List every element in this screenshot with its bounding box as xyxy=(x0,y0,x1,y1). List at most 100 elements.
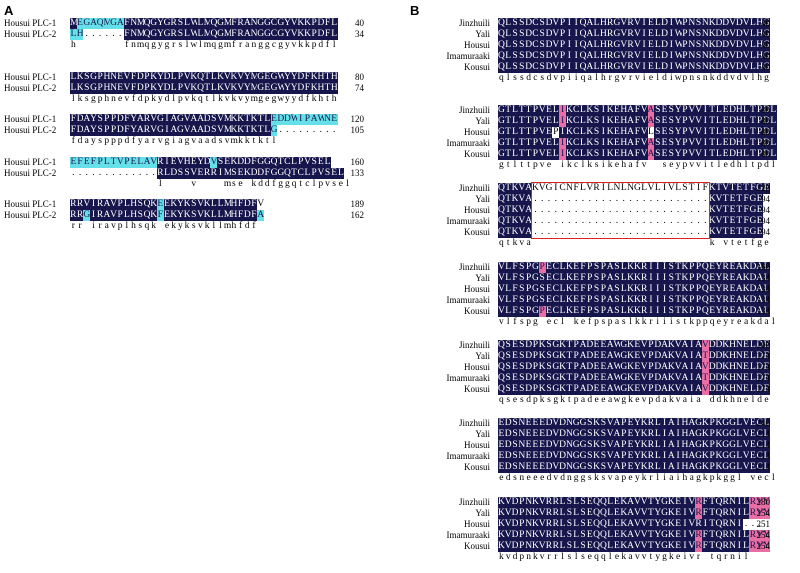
sequence-name: Imamuraaki xyxy=(446,451,490,461)
sequence-residues: LKSGPHNEVFDPKYDLPVKQTLKVKVYMGEGWYYDFKHTH xyxy=(70,83,338,94)
sequence-name: Imamuraaki xyxy=(446,530,490,540)
sequence-residues: KVDPNKVRRLSLSEQQLEKAVVTYGKE I VRFTQRN I LRVY xyxy=(498,541,770,552)
consensus-line: f d a y s p p p d f y a r v g i a g v a a d s vmk k t k t l xyxy=(71,136,276,146)
sequence-residues: QLS SDCSDVP I I QALHRGVRV I ELD I WPNSNKDDVDVLHG xyxy=(498,51,770,62)
sequence-name: Housui xyxy=(463,362,490,372)
residue-count: 80 xyxy=(761,105,770,115)
sequence-name: Housui xyxy=(463,284,490,294)
residue-count: 80 xyxy=(761,138,770,148)
sequence-name: Kousui xyxy=(463,227,490,237)
residue-count: 94 xyxy=(761,205,770,215)
sequence-residues: QTKVA.......................... KVTETFGE xyxy=(498,194,764,205)
consensus-line: h f nmq g y g r s l w l mq gmf r a n g g c g y v k k p d f l xyxy=(70,40,336,50)
sequence-name: Imamuraaki xyxy=(446,51,490,61)
sequence-residues: KVDPNKVRRLSLSEQQLEKAVVTYGKE I VRFTQRN I LRVY xyxy=(498,497,770,508)
residue-count: 40 xyxy=(761,18,770,28)
sequence-name: Kousui xyxy=(463,149,490,159)
consensus-line: l k s g p h n e v f d p k y d l p v k q t l k v k v ymg e gwy y d f k h t h xyxy=(72,94,337,104)
residue-count: 174 xyxy=(756,384,771,394)
residue-count: 34 xyxy=(355,29,364,39)
sequence-name: Jinzhuili xyxy=(459,183,490,193)
sequence-name: Imamuraaki xyxy=(446,216,490,226)
residue-count: 94 xyxy=(761,194,770,204)
sequence-name: Yali xyxy=(475,508,490,518)
residue-count: 174 xyxy=(756,351,771,361)
sequence-residues: ............. RLDSSVERR I MSEKDDFGGQTCLPVSE… xyxy=(70,168,345,179)
sequence-name: Housui PLC-2 xyxy=(4,125,57,135)
sequence-residues: QTKVA.......................... KVTETFGE xyxy=(498,227,764,238)
residue-count: 120 xyxy=(350,114,365,124)
sequence-name: Yali xyxy=(475,116,490,126)
consensus-line: q l s s d c s d v p i i q a l h r g v r v i e l d i wp n s n k d d v d v l h g xyxy=(499,73,769,83)
sequence-residues: GTLTTPVEP I KCLKS I KEHAFVLSESYPVV I TLEDHLTPD… xyxy=(498,127,777,138)
sequence-name: Housui PLC-1 xyxy=(4,18,57,28)
sequence-residues: KVDPNKVRRLSLSEQQLEKAVVTYGKE I VR I TQRN I... xyxy=(498,519,764,530)
sequence-name: Housui PLC-2 xyxy=(4,168,57,178)
sequence-residues: QTKVAKVG I CNFLVR I LNLNGLVL I VLST I FKTVTETFGE xyxy=(498,183,770,194)
residue-count: 251 xyxy=(756,519,771,529)
sequence-residues: RRG I RAVPLHSQKFEKYKSVKLLMHFDFA xyxy=(70,210,265,221)
residue-count: 40 xyxy=(761,40,770,50)
sequence-name: Jinzhuili xyxy=(459,418,490,428)
residue-count: 160 xyxy=(756,262,771,272)
sequence-name: Housui PLC-2 xyxy=(4,210,57,220)
sequence-name: Imamuraaki xyxy=(446,138,490,148)
sequence-residues: QSESDPKSGKTPADEEAWGKEVPDAKVA I AVDDKHNELDE xyxy=(498,362,770,373)
sequence-name: Housui xyxy=(463,205,490,215)
residue-count: 40 xyxy=(355,18,364,28)
panel-b-label: B xyxy=(410,3,420,18)
sequence-name: Jinzhuili xyxy=(459,105,490,115)
residue-count: 40 xyxy=(761,29,770,39)
sequence-residues: QSESDPKSGKTPADEEAWGKEVPDAKVA I ATDDKHNELDE xyxy=(498,351,770,362)
residue-count: 174 xyxy=(756,373,771,383)
sequence-residues: QSESDPKSGKTPADEEAWGKEVPDAKVA I AVDDKHNELDE xyxy=(498,340,770,351)
sequence-residues: QLS SDCSDVP I I QALHRGVRV I ELD I WPNSNKDDVDVLHG xyxy=(498,29,770,40)
residue-count: 134 xyxy=(756,306,771,316)
sequence-name: Jinzhuili xyxy=(459,340,490,350)
sequence-residues: EDSNEEEDVDNGGSKSVAPEYKRL I A I HAGKPKGGLVECL xyxy=(498,418,770,429)
sequence-name: Kousui xyxy=(463,384,490,394)
residue-count: 134 xyxy=(756,284,771,294)
sequence-name: Housui xyxy=(463,40,490,50)
residue-count: 174 xyxy=(756,362,771,372)
sequence-name: Housui xyxy=(463,127,490,137)
residue-count: 214 xyxy=(756,451,771,461)
residue-count: 214 xyxy=(756,429,771,439)
residue-count: 134 xyxy=(756,273,771,283)
sequence-name: Housui PLC-2 xyxy=(4,83,57,93)
sequence-residues: VLF S PGPECLKEF P S PASLKKR I I I STKP PQEYREAKDAL xyxy=(498,262,770,273)
sequence-name: Housui PLC-1 xyxy=(4,157,57,167)
sequence-name: Housui xyxy=(463,440,490,450)
sequence-name: Imamuraaki xyxy=(446,295,490,305)
sequence-name: Housui PLC-1 xyxy=(4,199,57,209)
sequence-residues: QTKVA.......................... KVTETFGE xyxy=(498,205,764,216)
sequence-residues: GTLTTPVEL I KCLKS I KEHAFVASESYPVV I TLEDHLTPD… xyxy=(498,105,777,116)
sequence-name: Yali xyxy=(475,429,490,439)
sequence-name: Housui PLC-2 xyxy=(4,29,57,39)
residue-count: 162 xyxy=(350,210,365,220)
sequence-residues: QLS SDCSDVP I I QALHRGVRV I ELD I WPNSNKDDVDVLHG xyxy=(498,40,770,51)
sequence-residues: FDAYSPPDFYARVG I AGVAADSVMKKTKTLG......... xyxy=(70,125,338,136)
panel-a-label: A xyxy=(4,3,14,18)
residue-count: 80 xyxy=(761,127,770,137)
sequence-name: Jinzhuili xyxy=(459,262,490,272)
sequence-residues: GTLTTPVEL I KCLKS I KEHAFVASESYPVV I TLEDHLTPD… xyxy=(498,138,777,149)
sequence-residues: KVDPNKVRRLSLSEQQLEKAVVTYGKE I VRFTQRN I LRVY xyxy=(498,530,770,541)
sequence-name: Yali xyxy=(475,194,490,204)
sequence-residues: RRV I RAVPLHSQKEEKYKSVKLLMHFDFV xyxy=(70,199,265,210)
sequence-residues: FDAYSPPDFYARVG I AGVAADSVMKKTKTLEDDWI PAWNE xyxy=(70,114,338,125)
residue-count: 40 xyxy=(761,51,770,61)
residue-count: 40 xyxy=(761,62,770,72)
sequence-residues: MEGAQMGAFNMQGYGRSLWLMQGMFRANGGCGYVKKPDFL xyxy=(70,18,338,29)
residue-count: 80 xyxy=(355,72,364,82)
residue-count: 189 xyxy=(350,199,365,209)
sequence-residues: QTKVA.......................... KVTETFGE xyxy=(498,216,764,227)
residue-count: 80 xyxy=(761,149,770,159)
sequence-residues: VLF S PGSECLKEF P S PASLKKR I I I STKP PQEYREAKDAL xyxy=(498,295,770,306)
sequence-residues: VLF S PGSECLKEF P S PASLKKR I I I STKP PQEYREAKDAL xyxy=(498,284,770,295)
